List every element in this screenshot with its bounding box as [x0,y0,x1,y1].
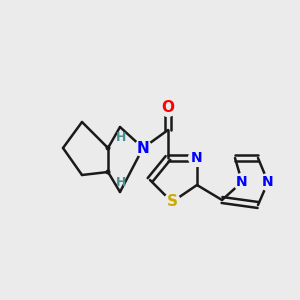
Text: N: N [136,140,149,155]
Text: S: S [167,194,178,209]
Circle shape [135,140,152,156]
Text: O: O [161,100,175,116]
Circle shape [234,174,250,190]
Circle shape [106,170,110,174]
Circle shape [106,146,110,150]
Text: H: H [116,131,126,144]
Text: N: N [191,151,203,165]
Circle shape [260,174,276,190]
Circle shape [160,100,176,116]
Text: N: N [236,175,248,189]
Circle shape [189,150,206,166]
Text: N: N [262,175,274,189]
Circle shape [164,194,180,210]
Text: H: H [116,176,126,189]
